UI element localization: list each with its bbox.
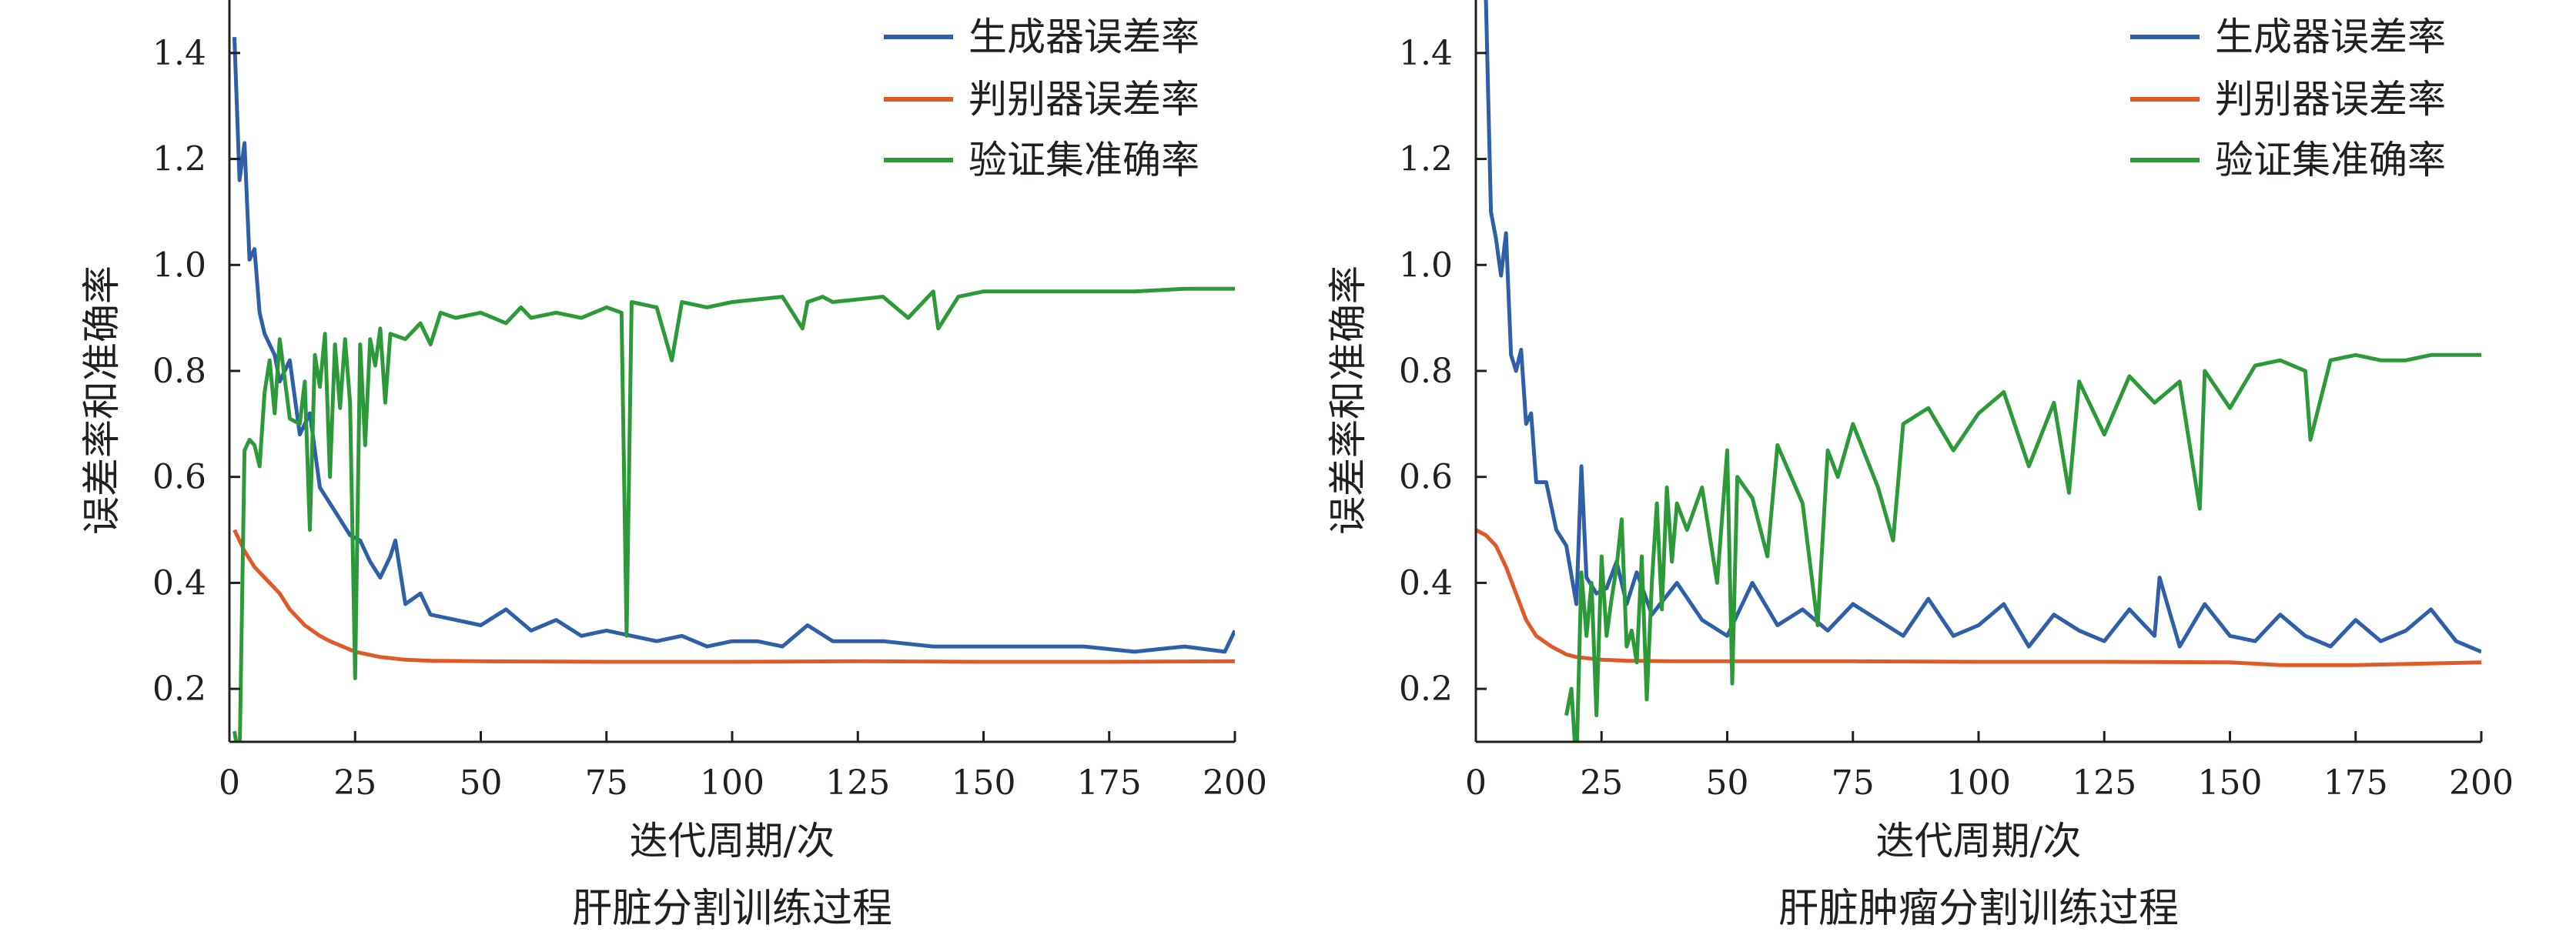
legend: 生成器误差率 判别器误差率 验证集准确率 [884, 15, 1199, 182]
axis-ticks: 0 25 50 75 100 125 150 175 200 0.2 0.4 0.6 0.8 1.0 1.2… [1399, 34, 2514, 803]
x-tick-label: 25 [1580, 763, 1623, 803]
legend-label-validation-accuracy: 验证集准确率 [969, 138, 1199, 182]
x-tick-label: 75 [1832, 763, 1875, 803]
chart-title: 肝脏肿瘤分割训练过程 [1778, 886, 2179, 932]
x-axis-label: 迭代周期/次 [1876, 819, 2082, 863]
x-tick-label: 150 [2198, 763, 2263, 803]
x-tick-label: 175 [2323, 763, 2388, 803]
plot-area [233, 37, 1235, 742]
legend-label-discriminator-error: 判别器误差率 [969, 77, 1199, 122]
series-line-generator-error [1484, 0, 2481, 654]
x-tick-label: 0 [1465, 763, 1487, 803]
y-tick-label: 0.4 [1399, 563, 1453, 603]
series-line-discriminator-error [233, 529, 1235, 664]
legend: 生成器误差率 判别器误差率 验证集准确率 [2130, 15, 2446, 182]
x-tick-label: 75 [585, 763, 628, 803]
legend-label-discriminator-error: 判别器误差率 [2215, 77, 2446, 122]
legend-label-generator-error: 生成器误差率 [2215, 15, 2446, 59]
series-line-validation-accuracy [233, 286, 1235, 742]
y-tick-label: 0.2 [1399, 670, 1453, 709]
y-tick-label: 1.4 [152, 34, 206, 73]
y-tick-label: 0.4 [152, 563, 206, 603]
plot-area [1476, 0, 2481, 742]
y-tick-label: 1.2 [152, 140, 206, 179]
x-tick-label: 125 [2072, 763, 2136, 803]
x-tick-label: 125 [825, 763, 890, 803]
x-tick-label: 100 [1946, 763, 2011, 803]
y-tick-label: 0.2 [152, 670, 206, 709]
y-tick-label: 0.8 [152, 352, 206, 391]
x-tick-label: 200 [2449, 763, 2514, 803]
x-tick-label: 0 [219, 763, 240, 803]
y-tick-label: 0.6 [1399, 458, 1453, 497]
chart-title: 肝脏分割训练过程 [572, 886, 892, 932]
legend-label-generator-error: 生成器误差率 [969, 15, 1199, 59]
y-tick-label: 1.2 [1399, 140, 1453, 179]
x-tick-label: 150 [952, 763, 1016, 803]
legend-label-validation-accuracy: 验证集准确率 [2215, 138, 2446, 182]
x-tick-label: 200 [1203, 763, 1267, 803]
series-line-discriminator-error [1476, 528, 2481, 667]
y-tick-label: 1.0 [1399, 245, 1453, 285]
x-tick-label: 50 [460, 763, 503, 803]
x-tick-label: 100 [700, 763, 764, 803]
axis-ticks: 0 25 50 75 100 125 150 175 200 0.2 0.4 0.6 0.8 1.0 1.2… [152, 34, 1267, 803]
series-line-validation-accuracy [1564, 352, 2481, 742]
y-tick-label: 1.0 [152, 245, 206, 285]
x-axis-label: 迭代周期/次 [630, 819, 835, 863]
x-tick-label: 50 [1706, 763, 1749, 803]
y-tick-label: 1.4 [1399, 34, 1453, 73]
chart-liver: 0 25 50 75 100 125 150 175 200 0.2 0.4 0.6 0.8 1.0 1.2… [79, 0, 1267, 932]
y-tick-label: 0.6 [152, 458, 206, 497]
y-axis-label: 误差率和准确率 [79, 265, 124, 535]
chart-liver-tumor: 0 25 50 75 100 125 150 175 200 0.2 0.4 0.6 0.8 1.0 1.2… [1326, 0, 2514, 932]
series-line-generator-error [233, 37, 1235, 654]
y-axis-label: 误差率和准确率 [1326, 265, 1370, 535]
x-tick-label: 175 [1077, 763, 1142, 803]
y-tick-label: 0.8 [1399, 352, 1453, 391]
x-tick-label: 25 [333, 763, 376, 803]
